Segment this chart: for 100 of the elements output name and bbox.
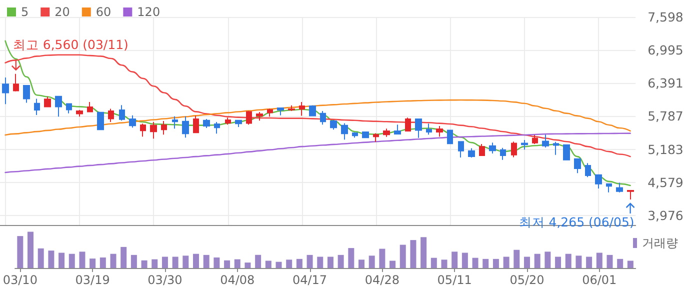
candlestick — [203, 118, 210, 128]
bar — [38, 248, 44, 268]
bar — [244, 262, 251, 268]
candlestick — [595, 174, 602, 189]
bar — [255, 254, 262, 268]
candlestick — [585, 162, 591, 178]
bar — [430, 258, 437, 268]
bar — [534, 254, 540, 268]
candlestick — [511, 141, 517, 158]
candlestick — [256, 112, 263, 122]
x-tick-label: 05/20 — [510, 273, 544, 287]
bar — [317, 256, 324, 268]
bar — [17, 236, 24, 268]
bar — [28, 232, 34, 268]
y-tick-label: 7,598 — [648, 10, 684, 24]
bar — [327, 256, 334, 268]
bar — [462, 252, 468, 268]
bar — [265, 260, 272, 268]
candlestick — [383, 128, 390, 138]
candlestick — [320, 110, 326, 126]
bar — [586, 256, 592, 268]
bar — [492, 258, 499, 268]
bar — [276, 262, 282, 268]
bar — [368, 256, 375, 268]
candlestick — [97, 112, 104, 130]
bar — [182, 256, 189, 268]
bar — [503, 256, 510, 268]
candlestick — [161, 120, 167, 136]
y-tick-label: 5,183 — [648, 142, 684, 157]
bar — [420, 237, 427, 268]
bar — [58, 252, 65, 268]
legend-label: 5 — [21, 5, 29, 19]
bar — [379, 248, 386, 268]
candlestick — [330, 120, 337, 130]
bar — [306, 254, 313, 268]
candlestick — [55, 96, 62, 118]
candlestick — [479, 143, 485, 156]
candlestick — [341, 122, 348, 140]
bar — [90, 258, 96, 268]
bar — [130, 254, 137, 268]
bar — [606, 254, 613, 268]
bar — [565, 254, 572, 268]
candlestick — [150, 121, 157, 140]
y-tick-label: 5,787 — [648, 108, 684, 124]
candlestick — [172, 116, 178, 130]
bar — [296, 258, 302, 268]
legend-label: 60 — [96, 5, 112, 19]
candlestick — [34, 98, 40, 116]
candlestick — [277, 108, 284, 116]
bar — [214, 257, 220, 268]
bar — [48, 250, 54, 268]
x-tick-label: 03/30 — [148, 273, 182, 287]
y-tick-label: 3,976 — [648, 208, 684, 223]
x-tick-label: 03/10 — [2, 273, 38, 287]
candlestick — [394, 124, 401, 134]
candlestick — [267, 108, 273, 118]
candlestick — [235, 120, 242, 128]
candlestick — [352, 132, 358, 138]
bar — [400, 244, 406, 268]
bar — [348, 248, 354, 268]
candlestick — [574, 158, 581, 174]
bar — [596, 252, 602, 268]
bar — [172, 256, 178, 268]
bar — [338, 254, 344, 268]
candlestick — [119, 104, 125, 122]
candlestick — [489, 142, 496, 154]
candlestick — [129, 114, 136, 128]
candlestick — [500, 147, 506, 160]
line-series — [4, 40, 631, 186]
candlestick — [87, 102, 93, 112]
line-series — [4, 54, 631, 158]
candlestick — [44, 96, 51, 108]
candlestick — [76, 110, 83, 118]
candlestick — [362, 131, 369, 138]
candlestick — [415, 118, 422, 138]
x-tick-label: 05/11 — [437, 273, 472, 287]
x-tick-label: 04/08 — [220, 273, 255, 287]
x-tick-label: 04/17 — [292, 273, 328, 287]
candlestick — [447, 130, 453, 144]
legend-label: 20 — [54, 5, 70, 19]
bar — [141, 260, 148, 268]
bar — [68, 254, 75, 268]
candlestick — [214, 121, 220, 134]
bar — [358, 260, 364, 268]
candlestick — [225, 117, 231, 126]
candlestick — [436, 125, 443, 138]
bar — [514, 250, 520, 268]
candlestick — [532, 134, 538, 144]
bar — [162, 256, 168, 268]
candlestick — [521, 139, 528, 150]
candlestick — [426, 123, 432, 136]
bar — [79, 252, 86, 268]
bar — [452, 252, 458, 268]
bar — [100, 257, 106, 268]
y-tick-label: 6,391 — [648, 76, 684, 91]
candlestick — [405, 117, 411, 132]
annotation: 최고 6,560 (03/11) — [12, 37, 128, 52]
candlestick — [627, 190, 634, 200]
candlestick — [563, 144, 570, 161]
bar — [286, 260, 292, 268]
